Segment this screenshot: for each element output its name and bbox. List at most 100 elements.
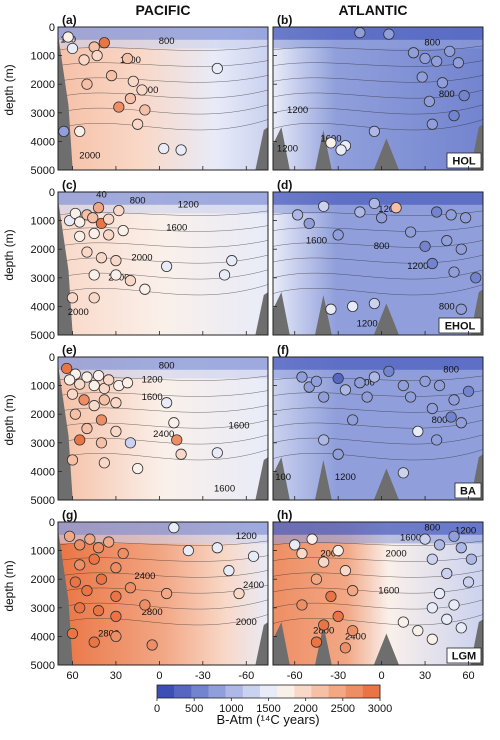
panel-e-data-point bbox=[92, 369, 105, 382]
panel-c-data-point bbox=[66, 292, 79, 304]
panel-h-data-point bbox=[318, 619, 330, 631]
panel-f-data-point bbox=[426, 402, 438, 415]
panel-f-label: (f) bbox=[277, 343, 289, 357]
panel-f-data-point bbox=[332, 448, 344, 460]
panel-g-thermocline-band bbox=[58, 534, 268, 544]
colorbar-tick-label: 1000 bbox=[219, 703, 243, 715]
panel-d-data-point bbox=[441, 235, 453, 247]
panel-h-contour-label: 2800 bbox=[313, 626, 334, 637]
panel-e-surface-band bbox=[58, 357, 268, 370]
panel-c-data-point bbox=[161, 260, 173, 272]
colorbar-tick-label: 1500 bbox=[256, 703, 280, 715]
colorbar-tick-label: 2000 bbox=[293, 703, 317, 715]
panel-b-topography bbox=[273, 124, 483, 170]
panel-c-data-point bbox=[81, 246, 93, 258]
panel-h-data-point bbox=[347, 625, 359, 637]
panel-h-surface-band bbox=[273, 522, 483, 535]
panel-a-data-point bbox=[105, 70, 118, 82]
panel-h-data-point bbox=[448, 599, 460, 611]
panel-e-contour-label: 1200 bbox=[142, 375, 163, 386]
panel-g-contour-label: 2000 bbox=[236, 617, 257, 628]
atlantic-column-title: ATLANTIC bbox=[339, 2, 408, 18]
panel-f-data-point bbox=[339, 384, 352, 396]
panel-f-contour-label: 800 bbox=[432, 415, 448, 426]
panel-grid: 800160020002000100(a)0100020003000400050… bbox=[31, 13, 484, 682]
panel-a-surface-band bbox=[58, 27, 268, 40]
panel-c-data-point bbox=[95, 252, 108, 264]
colorbar-swatch bbox=[259, 685, 278, 698]
panel-b-data-point bbox=[383, 28, 395, 40]
colorbar-swatch bbox=[242, 685, 261, 698]
panel-e-contour-label: 800 bbox=[159, 360, 175, 371]
panel-a-y-tick-label: 5000 bbox=[31, 165, 55, 177]
panel-h-data-point bbox=[433, 539, 446, 551]
panel-e-contour-label: 2400 bbox=[153, 429, 174, 440]
panel-a-data-point bbox=[113, 101, 125, 113]
panel-h-label: (h) bbox=[277, 508, 292, 522]
panel-e-label: (e) bbox=[62, 343, 77, 357]
panel-e-data-point bbox=[175, 448, 187, 460]
panel-b-contour-label: 800 bbox=[439, 89, 455, 100]
panel-g-data-point bbox=[233, 587, 245, 600]
panel-f-data-point bbox=[347, 414, 359, 426]
panel-d-data-point bbox=[376, 212, 388, 224]
panel-h-contours bbox=[272, 540, 484, 626]
panel-d-data-point bbox=[426, 257, 438, 270]
panel-c-data-point bbox=[92, 202, 105, 214]
panel-b-data-point bbox=[423, 95, 436, 107]
panel-g-x-tick-label: 60 bbox=[66, 670, 78, 682]
panel-d-frame bbox=[272, 191, 484, 336]
panel-a-y-tick-label: 1000 bbox=[31, 51, 55, 63]
panel-f-data-point bbox=[412, 425, 424, 437]
panel-c-data-point bbox=[88, 269, 100, 281]
panel-f-data-point bbox=[433, 379, 446, 392]
panel-e-data-point bbox=[95, 437, 108, 449]
panel-a-y-tick-label: 2000 bbox=[31, 79, 55, 91]
panel-h-data-point bbox=[306, 533, 318, 545]
panel-c-label: (c) bbox=[62, 178, 77, 192]
panel-f-data-point bbox=[361, 391, 373, 403]
panel-b-scenario-box bbox=[446, 152, 482, 169]
colorbar-swatch bbox=[345, 685, 364, 698]
panel-e-data-point bbox=[95, 414, 108, 426]
panel-h-field bbox=[273, 522, 483, 665]
panel-f-data-point bbox=[354, 377, 366, 389]
colorbar-swatch bbox=[294, 685, 312, 698]
panel-d-data-point bbox=[292, 209, 304, 221]
panel-b-data-point bbox=[407, 47, 420, 59]
panel-b-contour-label: 1200 bbox=[287, 105, 308, 116]
panel-a-y-tick-label: 4000 bbox=[31, 136, 55, 148]
panel-h-contour-label: 2400 bbox=[345, 631, 366, 642]
panel-g-data-point bbox=[74, 559, 86, 571]
panel-h-data-point bbox=[296, 599, 308, 611]
panel-d-data-point bbox=[325, 303, 337, 315]
panel-h-data-point bbox=[426, 602, 438, 614]
colorbar-swatch bbox=[157, 685, 175, 698]
panel-g-data-point bbox=[88, 553, 100, 565]
panel-h-data-point bbox=[419, 533, 431, 545]
y-axis-label-row-3: depth (m) bbox=[2, 394, 16, 445]
panel-e-data-point bbox=[161, 397, 173, 409]
panel-e: 800 1200 1600 2400 1600 1600 (e) 0 1000 2000 3000 4… bbox=[31, 343, 269, 507]
panel-g-data-point bbox=[139, 599, 151, 611]
panel-a-data-point bbox=[98, 37, 110, 49]
panel-a-data-point bbox=[66, 42, 79, 55]
panel-d-data-point bbox=[303, 217, 315, 230]
panel-h-contour-label: 800 bbox=[424, 523, 440, 534]
panel-g-data-point bbox=[103, 536, 115, 548]
panel-g-x-tick-label: 30 bbox=[110, 670, 122, 682]
panel-h-x-tick-label: 0 bbox=[379, 670, 385, 682]
panel-d-data-point bbox=[368, 297, 380, 310]
panel-g-contours bbox=[57, 540, 269, 626]
panel-h-data-point bbox=[332, 610, 344, 622]
panel-c-contour-label: 1200 bbox=[178, 200, 199, 211]
panel-b-contour-label: 800 bbox=[424, 38, 440, 49]
panel-c-contour-label: 2000 bbox=[68, 307, 89, 318]
panel-g-data-point bbox=[84, 533, 96, 545]
panel-a-data-point bbox=[175, 144, 187, 156]
panel-g-x-tick-label: -60 bbox=[238, 670, 254, 682]
panel-e-data-point bbox=[98, 394, 110, 406]
panel-c-data-point bbox=[110, 255, 122, 267]
panel-e-contour-label: 1600 bbox=[214, 483, 235, 494]
panel-h-data-point bbox=[296, 547, 308, 560]
